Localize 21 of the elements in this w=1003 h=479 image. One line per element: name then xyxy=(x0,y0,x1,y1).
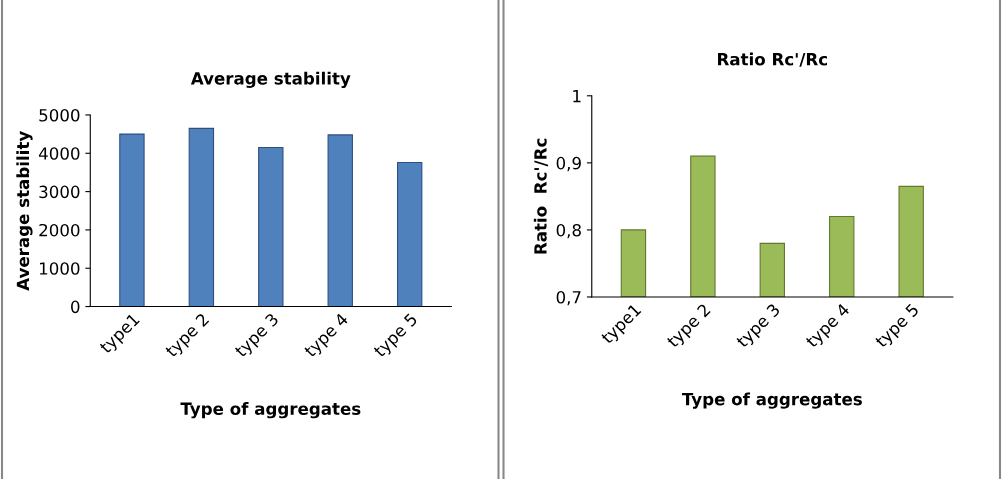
chart-title: Average stability xyxy=(190,71,351,88)
x-axis-title: Type of aggregates xyxy=(180,402,361,419)
y-tick-label: 1000 xyxy=(39,262,80,275)
y-tick-label: 5000 xyxy=(39,108,80,122)
y-axis-title: Average stability xyxy=(16,131,33,291)
y-tick-label: 0 xyxy=(71,300,80,314)
y-tick-label: 3000 xyxy=(39,185,80,199)
bar xyxy=(396,161,423,307)
bar xyxy=(188,127,215,307)
y-tick-label: 1 xyxy=(573,89,581,103)
y-tick-label: 4000 xyxy=(38,147,80,160)
y-tick-label: 2000 xyxy=(39,223,80,237)
bar xyxy=(119,133,145,307)
bar xyxy=(258,146,284,307)
y-tick-label: 0,7 xyxy=(556,290,581,306)
x-axis-title: Type of aggregates xyxy=(681,392,862,409)
y-tick-label: 0,8 xyxy=(556,223,581,239)
y-axis-title: Ratio Rc'/Rc xyxy=(533,138,549,254)
bar xyxy=(327,134,353,307)
y-tick-label: 0,9 xyxy=(556,156,581,172)
chart-title: Ratio Rc'/Rc xyxy=(718,52,828,67)
